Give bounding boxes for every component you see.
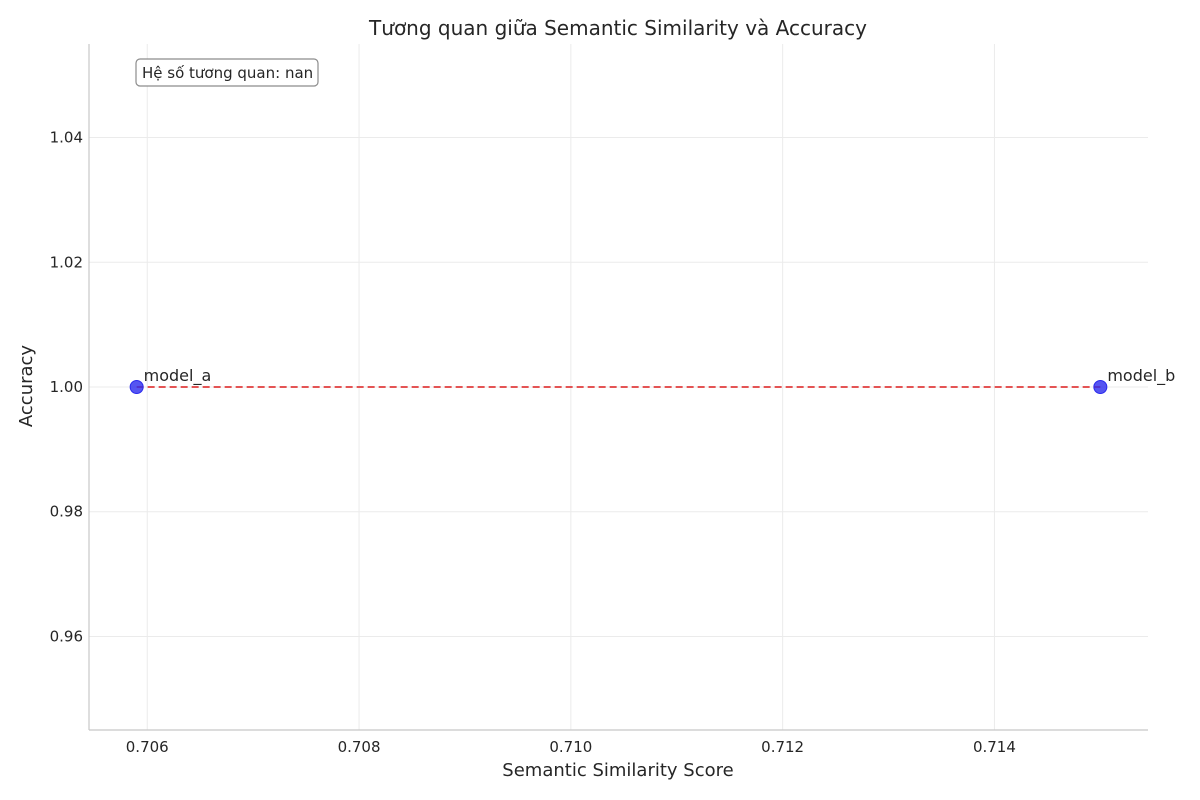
data-point-model_a <box>129 380 144 394</box>
y-tick-label: 0.98 <box>50 503 83 521</box>
x-tick-label: 0.708 <box>338 738 381 756</box>
annotation-box <box>135 58 319 87</box>
x-axis-title: Semantic Similarity Score <box>502 760 733 781</box>
annotation-text: Hệ số tương quan: nan <box>142 64 313 82</box>
x-tick-label: 0.712 <box>761 738 804 756</box>
y-tick-label: 1.04 <box>50 129 83 147</box>
point-label-model_b: model_b <box>1107 366 1175 386</box>
correlation-annotation: Hệ số tương quan: nan <box>135 58 319 87</box>
y-tick-label: 0.96 <box>50 627 83 645</box>
tick-labels: 0.706 0.708 0.710 0.712 0.714 0.96 0.98 1.00 1.0… <box>50 129 1016 756</box>
y-tick-label: 1.02 <box>50 253 83 271</box>
data-points: model_a model_b <box>129 366 1175 394</box>
x-tick-label: 0.706 <box>126 738 169 756</box>
y-tick-label: 1.00 <box>50 378 83 396</box>
x-tick-label: 0.710 <box>549 738 592 756</box>
point-label-model_a: model_a <box>144 366 212 386</box>
x-tick-label: 0.714 <box>973 738 1016 756</box>
data-point-model_b <box>1093 380 1108 394</box>
grid <box>89 44 1148 730</box>
y-axis-title: Accuracy <box>16 345 37 428</box>
chart-title: Tương quan giữa Semantic Similarity và A… <box>368 16 867 40</box>
